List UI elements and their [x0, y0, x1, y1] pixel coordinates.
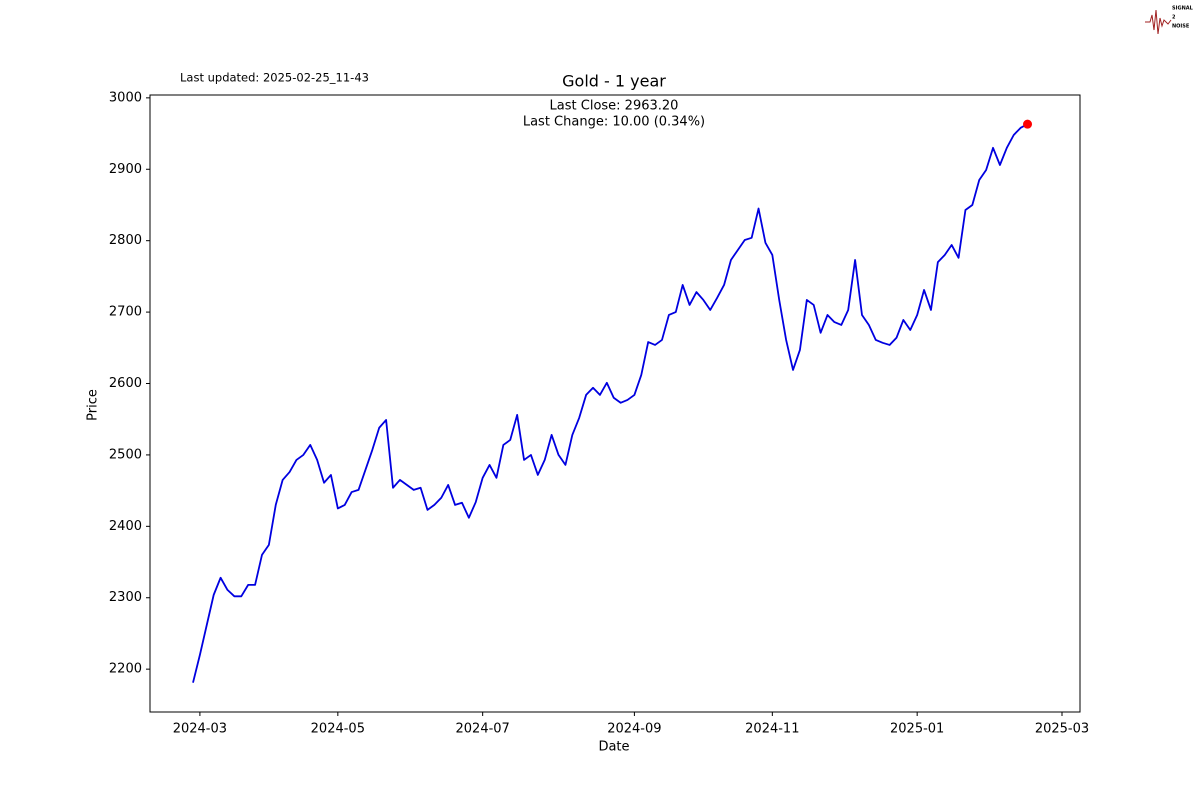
- y-tick-label: 2700: [109, 305, 142, 320]
- y-tick-label: 2200: [109, 662, 142, 677]
- annotation: Last Change: 10.00 (0.34%): [523, 115, 705, 130]
- x-tick-label: 2025-03: [1035, 722, 1089, 737]
- x-tick-label: 2024-09: [607, 722, 661, 737]
- y-tick-label: 2300: [109, 590, 142, 605]
- y-tick-label: 2800: [109, 233, 142, 248]
- y-tick-label: 3000: [109, 90, 142, 105]
- logo-text: 2: [1172, 15, 1176, 21]
- price-line: [192, 123, 1028, 683]
- x-tick-label: 2024-03: [173, 722, 227, 737]
- chart-title: Gold - 1 year: [562, 72, 666, 91]
- x-tick-label: 2025-01: [890, 722, 944, 737]
- x-tick-label: 2024-11: [745, 722, 799, 737]
- logo-text: SIGNAL: [1172, 6, 1194, 12]
- y-tick-label: 2500: [109, 447, 142, 462]
- x-axis-label: Date: [598, 740, 629, 755]
- logo: SIGNAL 2 NOISE: [1145, 6, 1194, 35]
- plot-frame: [149, 94, 1081, 713]
- x-tick-label: 2024-05: [311, 722, 365, 737]
- subtitle: Last updated: 2025-02-25_11-43: [180, 71, 369, 85]
- logo-wave: [1145, 9, 1172, 35]
- x-tick-label: 2024-07: [456, 722, 510, 737]
- y-axis-label: Price: [86, 389, 101, 421]
- logo-text: NOISE: [1172, 24, 1190, 30]
- last-close-marker: [1023, 119, 1033, 129]
- annotation: Last Close: 2963.20: [550, 99, 679, 114]
- y-tick-label: 2400: [109, 519, 142, 534]
- y-tick-label: 2900: [109, 162, 142, 177]
- y-tick-label: 2600: [109, 376, 142, 391]
